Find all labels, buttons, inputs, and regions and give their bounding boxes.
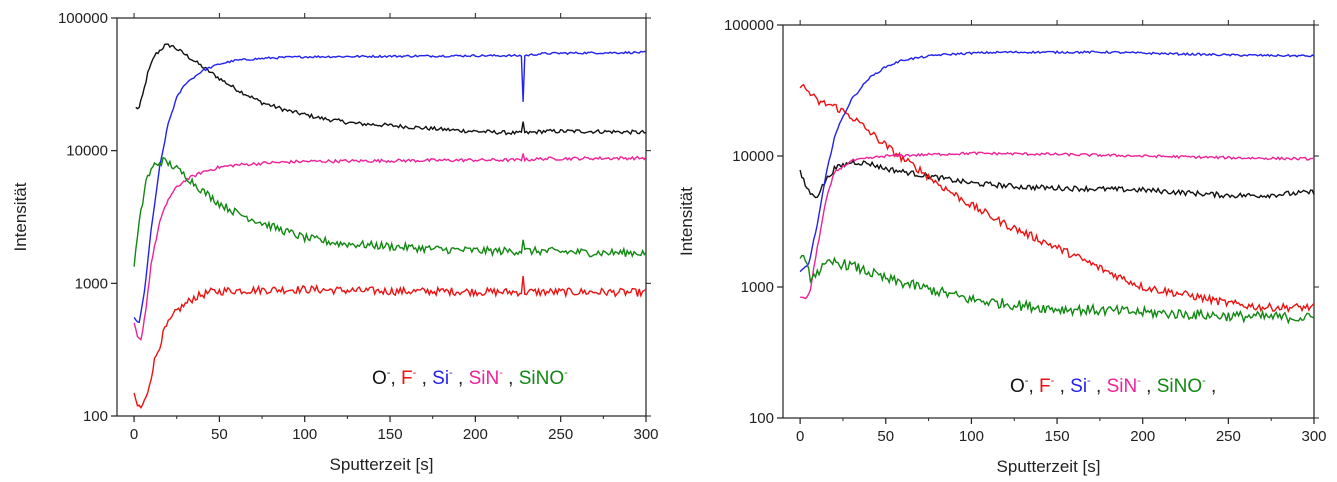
legend-entry: F (1039, 376, 1051, 397)
legend-entry-charge: - (1087, 375, 1091, 387)
y-axis-label: Intensität (677, 187, 696, 256)
legend-separator: , (390, 368, 401, 389)
y-tick-label: 100000 (724, 17, 774, 34)
legend-entry-charge: - (1202, 375, 1206, 387)
series-line (135, 43, 647, 136)
x-tick-label: 300 (1301, 428, 1326, 445)
x-tick-label: 100 (292, 426, 317, 443)
legend-entry: Si (432, 368, 449, 389)
legend-separator: , (416, 368, 432, 389)
x-tick-label: 300 (633, 426, 658, 443)
y-tick-label: 100 (749, 410, 774, 427)
legend-entry-charge: - (449, 367, 453, 379)
x-tick-label: 0 (796, 428, 804, 445)
x-tick-label: 150 (1045, 428, 1070, 445)
legend-separator: , (1206, 376, 1217, 397)
legend-entry: SiNO (1157, 376, 1202, 397)
legend-entry-charge: - (1137, 375, 1141, 387)
x-tick-label: 200 (463, 426, 488, 443)
legend-entry: O (1010, 376, 1025, 397)
legend-separator: , (1054, 376, 1070, 397)
legend-entry: Si (1070, 376, 1087, 397)
legend-entry-charge: - (1025, 375, 1029, 387)
series-line (133, 156, 647, 267)
legend-entry-charge: - (499, 367, 503, 379)
y-tick-label: 10000 (732, 148, 774, 165)
legend-entry-charge: - (387, 367, 391, 379)
series-line (133, 153, 647, 342)
chart-1: 0 50 100 150 200 250 300 100 1000 10000 100000 Sput… (11, 10, 659, 474)
x-tick-label: 250 (1216, 428, 1241, 445)
legend: O-, F- , Si- , SiN- , SiNO- , (1010, 375, 1216, 397)
legend-separator: , (1141, 376, 1157, 397)
x-axis-label: Sputterzeit [s] (997, 457, 1101, 476)
x-tick-label: 150 (378, 426, 403, 443)
legend-separator: , (1091, 376, 1107, 397)
legend-entry: F (401, 368, 413, 389)
series-line (800, 151, 1315, 300)
series-line (799, 255, 1315, 325)
y-tick-label: 10000 (66, 143, 108, 160)
legend-separator: , (453, 368, 469, 389)
x-tick-label: 0 (130, 426, 138, 443)
x-tick-label: 50 (211, 426, 228, 443)
legend: O-, F- , Si- , SiN- , SiNO- (372, 367, 568, 389)
x-tick-label: 100 (959, 428, 984, 445)
x-tick-label: 200 (1130, 428, 1155, 445)
series-line (799, 83, 1315, 314)
series-line (133, 275, 647, 410)
series-line (799, 159, 1315, 199)
y-tick-label: 100000 (58, 10, 108, 27)
legend-separator: , (503, 368, 519, 389)
chart-2: 0 50 100 150 200 250 300 100 1000 10000 100000 Sput… (677, 17, 1327, 476)
x-tick-label: 250 (548, 426, 573, 443)
y-axis-label: Intensität (11, 182, 30, 251)
x-axis-label: Sputterzeit [s] (330, 455, 434, 474)
plot-frame (782, 24, 1315, 419)
series-line (799, 50, 1315, 273)
y-tick-label: 1000 (75, 275, 108, 292)
y-tick-label: 1000 (741, 279, 774, 296)
legend-entry-charge: - (564, 367, 568, 379)
x-tick-label: 50 (877, 428, 894, 445)
series-line (133, 50, 646, 324)
legend-separator: , (1028, 376, 1039, 397)
legend-entry: O (372, 368, 387, 389)
legend-entry-charge: - (1051, 375, 1055, 387)
plot-frame (116, 17, 647, 417)
legend-entry-charge: - (413, 367, 417, 379)
y-tick-label: 100 (83, 408, 108, 425)
legend-entry: SiNO (519, 368, 564, 389)
legend-entry: SiN (1107, 376, 1138, 397)
legend-entry: SiN (469, 368, 500, 389)
